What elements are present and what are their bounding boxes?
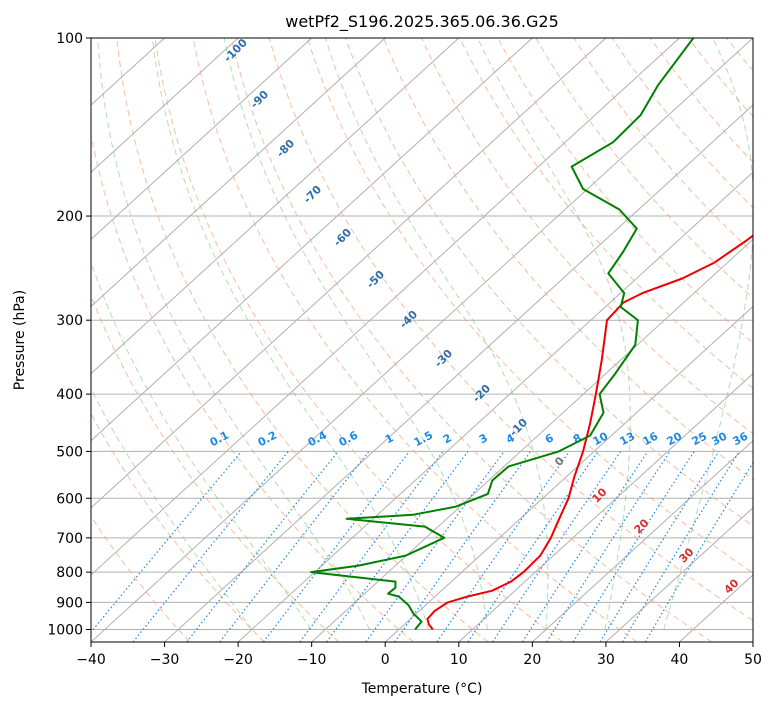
x-tick-label: −30 (150, 652, 180, 668)
x-tick-label: 40 (671, 652, 689, 668)
chart-title: wetPf2_S196.2025.365.06.36.G25 (285, 12, 559, 32)
y-tick-label: 500 (56, 444, 83, 460)
y-tick-label: 600 (56, 491, 83, 507)
x-tick-label: −10 (297, 652, 327, 668)
y-tick-label: 100 (56, 31, 83, 47)
x-tick-label: 0 (381, 652, 390, 668)
y-tick-label: 900 (56, 595, 83, 611)
y-tick-label: 200 (56, 209, 83, 225)
y-tick-label: 700 (56, 531, 83, 547)
y-tick-label: 1000 (47, 622, 83, 638)
x-tick-label: 10 (450, 652, 468, 668)
y-tick-label: 300 (56, 313, 83, 329)
x-tick-label: 50 (744, 652, 762, 668)
x-axis-label: Temperature (°C) (361, 681, 483, 697)
y-tick-label: 800 (56, 565, 83, 581)
y-tick-label: 400 (56, 387, 83, 403)
x-tick-label: 30 (597, 652, 615, 668)
x-tick-label: −40 (76, 652, 106, 668)
x-tick-label: 20 (523, 652, 541, 668)
y-axis-label: Pressure (hPa) (12, 290, 28, 390)
x-tick-label: −20 (223, 652, 253, 668)
